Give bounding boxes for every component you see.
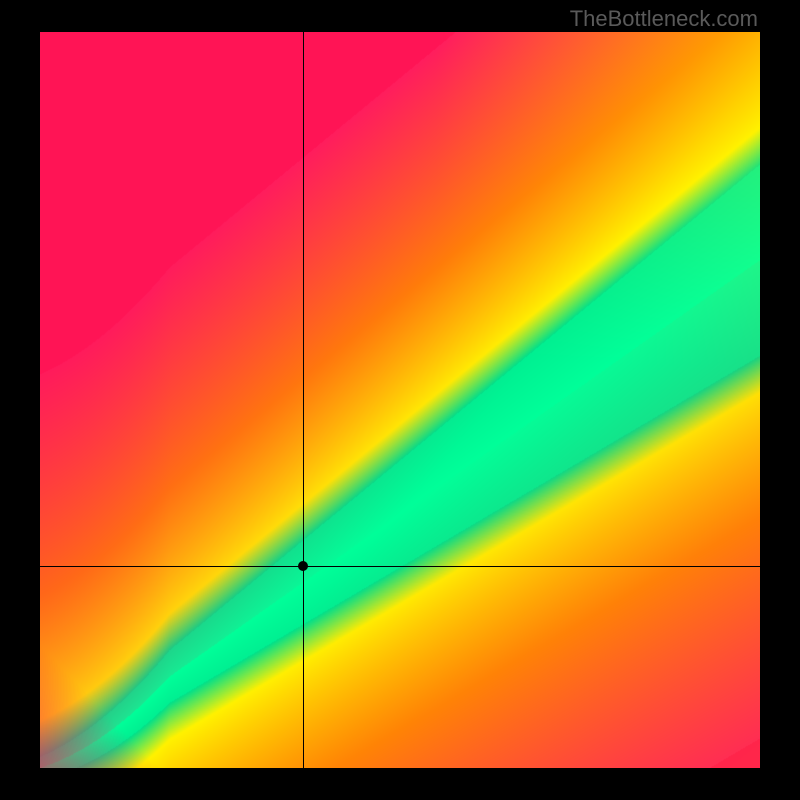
crosshair-horizontal: [40, 566, 760, 567]
heatmap-plot: [40, 32, 760, 768]
crosshair-vertical: [303, 32, 304, 768]
marker-dot: [298, 561, 308, 571]
heatmap-canvas: [40, 32, 760, 768]
watermark-text: TheBottleneck.com: [570, 6, 758, 32]
